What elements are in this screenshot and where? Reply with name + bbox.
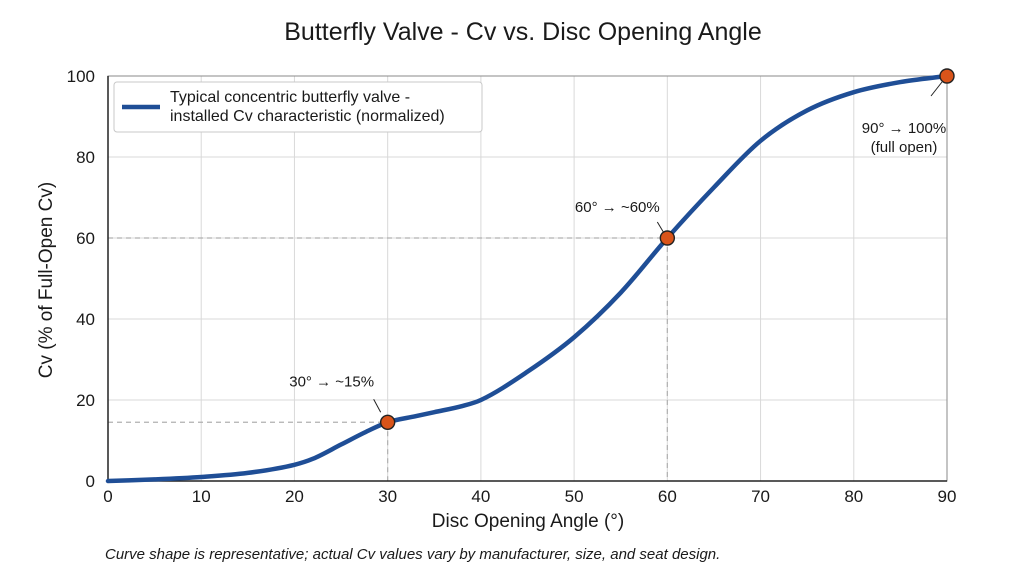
chart-title: Butterfly Valve - Cv vs. Disc Opening An… <box>284 18 762 46</box>
x-tick-label: 20 <box>285 487 304 506</box>
legend-label: installed Cv characteristic (normalized) <box>170 108 445 125</box>
y-tick-label: 20 <box>76 391 95 410</box>
annotation-leader <box>930 81 943 97</box>
x-tick-label: 50 <box>565 487 584 506</box>
x-tick-label: 0 <box>103 487 112 506</box>
annotation-leader <box>656 221 664 233</box>
y-axis-label: Cv (% of Full-Open Cv) <box>36 182 57 378</box>
highlight-point <box>939 68 955 84</box>
y-tick-label: 60 <box>76 229 95 248</box>
y-tick-label: 100 <box>67 67 95 86</box>
plot-frame <box>107 75 948 482</box>
legend: Typical concentric butterfly valve - inst… <box>113 81 483 133</box>
x-axis-label: Disc Opening Angle (°) <box>432 511 624 532</box>
annotation-label: 60° → ~60% <box>575 199 660 216</box>
y-tick-label: 80 <box>76 148 95 167</box>
highlight-point <box>379 414 396 430</box>
grid <box>108 75 948 481</box>
x-tick-label: 70 <box>751 487 770 506</box>
y-ticks: 0 20 40 60 80 100 <box>67 67 95 491</box>
x-tick-label: 60 <box>658 487 677 506</box>
legend-box <box>113 81 483 133</box>
annotation-leader <box>373 399 382 413</box>
reference-lines <box>108 237 668 481</box>
highlight-point <box>659 230 676 246</box>
x-ticks: 0 10 20 30 40 50 60 70 80 90 <box>103 487 956 506</box>
annotation-label: (full open) <box>871 139 938 156</box>
points-group <box>379 68 955 430</box>
annotation-label: 30° → ~15% <box>289 373 374 390</box>
footnote: Curve shape is representative; actual Cv… <box>105 546 720 563</box>
y-tick-label: 0 <box>86 472 95 491</box>
legend-label: Typical concentric butterfly valve - <box>170 89 410 106</box>
x-tick-label: 30 <box>378 487 397 506</box>
x-tick-label: 10 <box>192 487 211 506</box>
x-tick-label: 80 <box>844 487 863 506</box>
series-group <box>105 73 950 484</box>
x-tick-label: 40 <box>471 487 490 506</box>
annotations: 30° → ~15% 60° → ~60% 90° → 100% (full open… <box>289 81 946 413</box>
y-tick-label: 40 <box>76 310 95 329</box>
annotation-label: 90° → 100% <box>862 120 946 137</box>
x-tick-label: 90 <box>938 487 957 506</box>
series-line <box>105 73 950 484</box>
axes <box>107 75 948 482</box>
